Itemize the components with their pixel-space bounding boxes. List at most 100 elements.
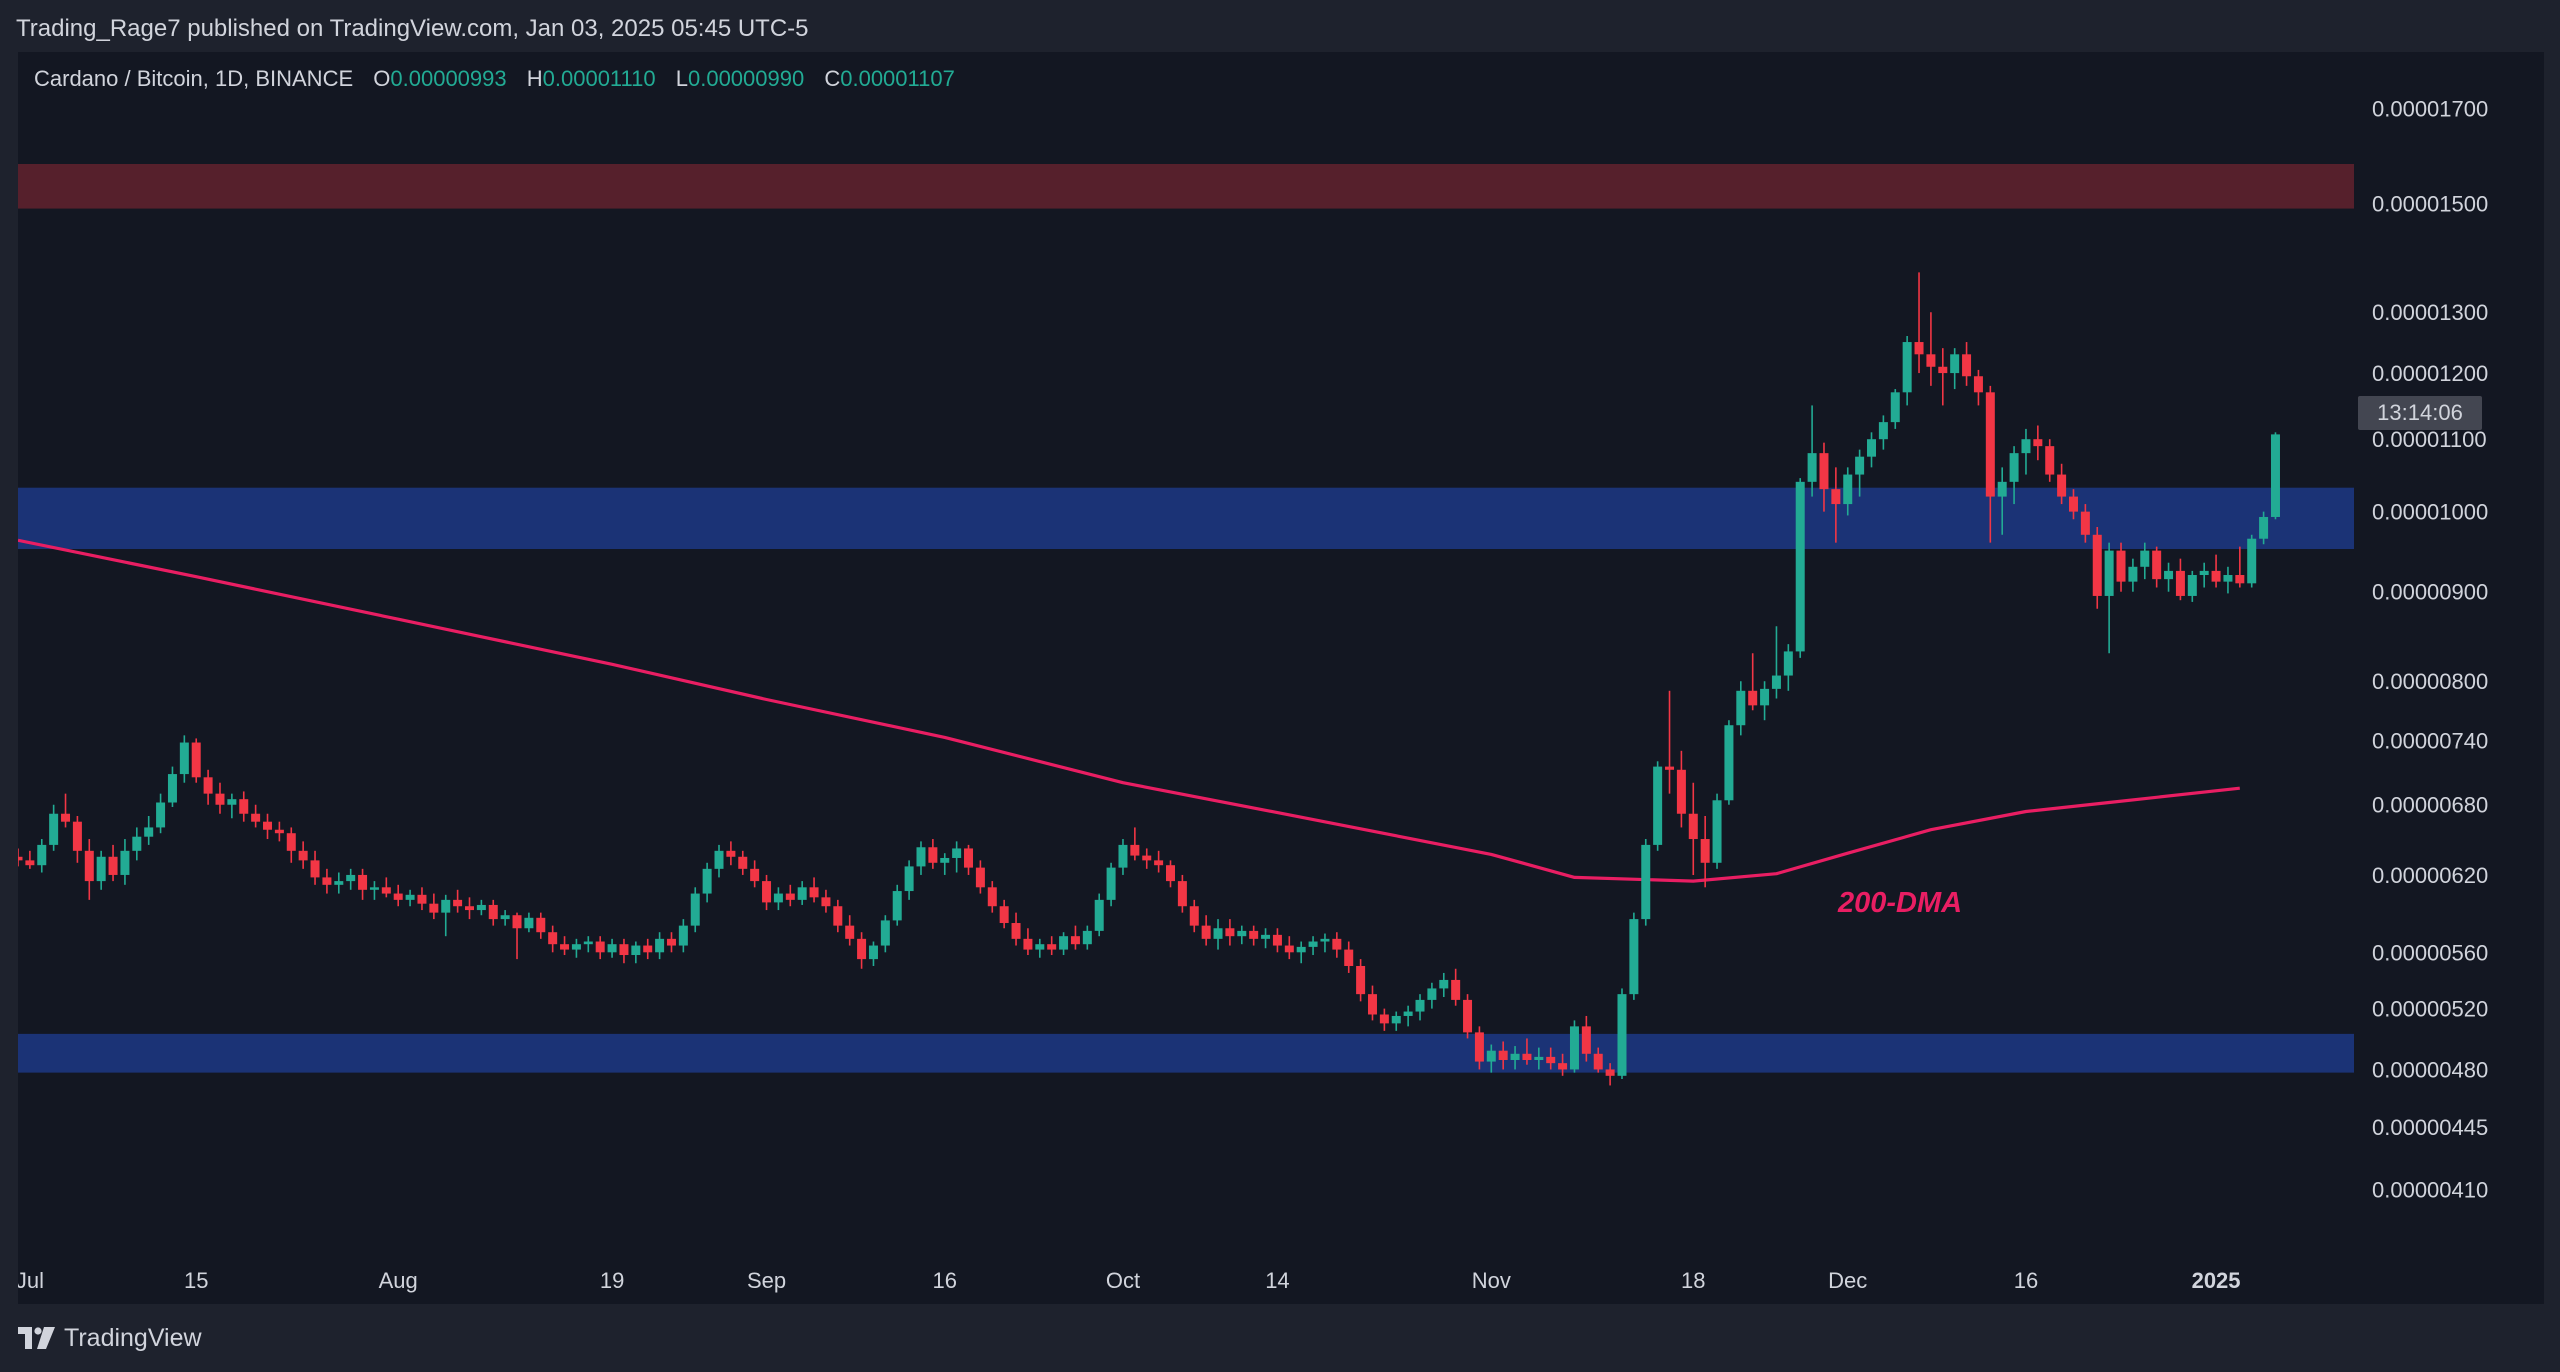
candle bbox=[1843, 467, 1853, 516]
candle-body bbox=[464, 906, 474, 911]
candle bbox=[1914, 272, 1924, 374]
candle-body bbox=[631, 945, 641, 956]
candle bbox=[298, 841, 308, 869]
candle-body bbox=[809, 887, 819, 898]
candle bbox=[1201, 915, 1211, 946]
candle-body bbox=[1356, 965, 1366, 995]
candle-body bbox=[251, 813, 261, 822]
candle-body bbox=[548, 932, 558, 945]
candle bbox=[2033, 425, 2043, 461]
candle-body bbox=[916, 847, 926, 867]
y-tick-label: 0.00001700 bbox=[2372, 96, 2488, 121]
candle-body bbox=[1831, 489, 1841, 505]
candle bbox=[773, 887, 783, 911]
candle bbox=[1629, 912, 1639, 1000]
candle bbox=[512, 912, 522, 960]
candle-body bbox=[904, 866, 914, 892]
candle-body bbox=[1843, 474, 1853, 505]
candle bbox=[49, 804, 59, 851]
price-chart[interactable]: 0.00001700 0.00001500 0.00001300 0.00001200… bbox=[18, 52, 2544, 1304]
candle bbox=[1653, 761, 1663, 851]
zones-layer bbox=[18, 163, 2354, 1073]
candle bbox=[1059, 932, 1069, 956]
candle-body bbox=[1474, 1032, 1484, 1062]
candle-body bbox=[1142, 855, 1152, 861]
candle bbox=[1819, 442, 1829, 512]
candle bbox=[1902, 335, 1912, 406]
candle bbox=[358, 868, 368, 900]
candle-body bbox=[928, 847, 938, 863]
candle bbox=[1106, 862, 1116, 907]
candle-body bbox=[239, 799, 249, 814]
candle bbox=[1415, 994, 1425, 1021]
candle bbox=[203, 769, 213, 805]
candle-body bbox=[1272, 934, 1282, 946]
support-zone-2 bbox=[18, 1033, 2354, 1073]
candle-body bbox=[1962, 354, 1972, 377]
candle-body bbox=[156, 802, 166, 828]
tradingview-brand[interactable]: TradingView bbox=[18, 1322, 202, 1354]
candle bbox=[1546, 1047, 1556, 1070]
x-tick-label: Sep bbox=[747, 1268, 786, 1293]
candle-body bbox=[1569, 1026, 1579, 1070]
candle-body bbox=[1237, 930, 1247, 937]
candle bbox=[560, 936, 570, 956]
candle bbox=[1973, 369, 1983, 406]
candle bbox=[37, 839, 47, 873]
candle bbox=[785, 884, 795, 907]
candle-body bbox=[1166, 865, 1175, 882]
candle-body bbox=[1581, 1026, 1591, 1054]
candle-body bbox=[1605, 1069, 1615, 1076]
candle-body bbox=[1320, 938, 1330, 942]
candle-body bbox=[1926, 354, 1936, 367]
chart-frame[interactable]: 0.00001700 0.00001500 0.00001300 0.00001200… bbox=[18, 52, 2544, 1304]
candle bbox=[2152, 546, 2162, 588]
candle-body bbox=[773, 893, 783, 903]
candle-body bbox=[857, 938, 867, 960]
tradingview-wordmark: TradingView bbox=[64, 1323, 202, 1352]
candle-body bbox=[441, 899, 451, 913]
candle bbox=[952, 841, 962, 873]
candle bbox=[2045, 439, 2055, 482]
candle bbox=[1142, 848, 1152, 869]
tradingview-logo-icon bbox=[18, 1327, 55, 1349]
candle bbox=[1783, 644, 1793, 691]
candle bbox=[987, 881, 997, 913]
candle-body bbox=[274, 829, 284, 834]
dma-line bbox=[18, 538, 2240, 883]
candle bbox=[72, 815, 82, 863]
candle bbox=[738, 850, 748, 875]
candle bbox=[655, 932, 665, 960]
candle bbox=[2104, 542, 2114, 654]
candle-body bbox=[2045, 446, 2055, 475]
candle-body bbox=[49, 813, 59, 845]
x-tick-label: 16 bbox=[2014, 1268, 2038, 1293]
candle bbox=[488, 899, 498, 926]
y-tick-label: 0.00000480 bbox=[2372, 1057, 2488, 1082]
candle bbox=[1189, 899, 1199, 933]
dma-layer bbox=[18, 538, 2240, 883]
candle-body bbox=[108, 856, 118, 875]
candle bbox=[1118, 839, 1128, 875]
candle bbox=[619, 938, 629, 964]
candle bbox=[167, 766, 177, 807]
candle-body bbox=[571, 944, 581, 950]
candle bbox=[726, 841, 736, 866]
candle bbox=[120, 839, 130, 885]
candle bbox=[2223, 566, 2233, 594]
candle bbox=[797, 881, 807, 905]
candle-body bbox=[1534, 1056, 1544, 1061]
high-label: H bbox=[526, 66, 543, 91]
candle bbox=[1082, 925, 1092, 950]
candle bbox=[1272, 928, 1282, 953]
candle-body bbox=[1617, 994, 1627, 1076]
candle-body bbox=[1011, 923, 1021, 939]
candle-body bbox=[583, 941, 593, 945]
candle bbox=[1926, 312, 1936, 386]
candle bbox=[2211, 554, 2221, 588]
candle-body bbox=[476, 904, 486, 911]
candle bbox=[1486, 1044, 1496, 1073]
candle bbox=[263, 813, 273, 840]
candle-body bbox=[1771, 675, 1781, 689]
candle-body bbox=[1938, 366, 1948, 374]
